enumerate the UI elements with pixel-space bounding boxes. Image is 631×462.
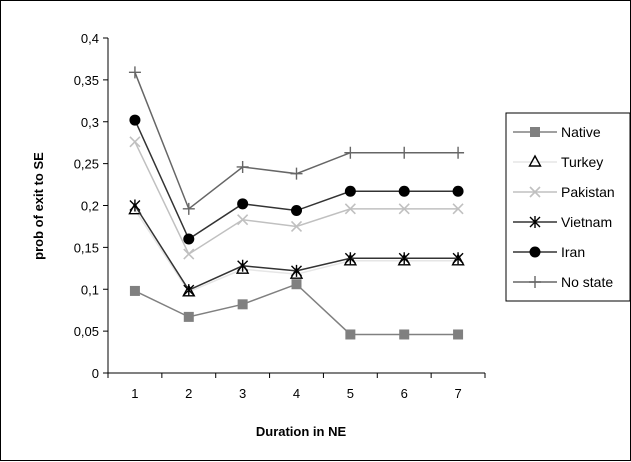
legend-box [505, 112, 631, 302]
data-point-vietnam [452, 252, 464, 265]
data-point-no-state [128, 66, 141, 79]
data-point-no-state [182, 202, 195, 215]
legend-item-turkey: Turkey [513, 154, 603, 170]
data-point-native [129, 285, 140, 296]
legend-label: No state [561, 274, 613, 290]
legend-label: Pakistan [561, 184, 615, 200]
y-axis-title: prob of exit to SE [31, 152, 46, 260]
y-tick-label: 0 [92, 366, 99, 381]
y-tick-label: 0,35 [74, 73, 99, 88]
series-native [129, 279, 464, 340]
x-tick-label: 4 [293, 386, 300, 401]
data-point-vietnam [398, 252, 410, 265]
legend-item-native: Native [513, 124, 601, 140]
data-point-vietnam [344, 252, 356, 265]
legend-marker [529, 186, 541, 198]
data-point-pakistan [129, 136, 141, 148]
data-point-pakistan [237, 214, 249, 226]
series-layer [128, 66, 465, 340]
data-point-iran [291, 205, 302, 217]
data-point-native [291, 279, 302, 290]
series-line-pakistan [134, 141, 459, 256]
legend-item-no-state: No state [513, 274, 613, 290]
data-point-no-state [344, 146, 357, 159]
y-tick-label: 0,1 [81, 282, 99, 297]
data-point-iran [452, 185, 464, 197]
legend-marker [528, 154, 542, 167]
data-point-iran [344, 185, 356, 197]
data-point-native [453, 329, 464, 340]
legend-marker [529, 246, 541, 258]
data-point-no-state [290, 167, 303, 180]
data-point-iran [237, 198, 249, 210]
legend: Native Turkey Pakistan Vietnam Iran No state [505, 112, 631, 302]
series-no-state [128, 66, 465, 215]
series-line-native [134, 283, 459, 336]
x-tick-label: 6 [401, 386, 408, 401]
x-ticks: 1 2 3 4 5 6 7 [107, 373, 486, 401]
y-ticks: 0 0,05 0,1 0,15 0,2 0,25 0,3 0,35 0,4 [74, 31, 108, 381]
data-point-pakistan [452, 203, 464, 215]
x-tick-label: 1 [131, 386, 138, 401]
data-point-pakistan [398, 203, 410, 215]
data-point-turkey [343, 253, 358, 266]
y-tick-label: 0,05 [74, 324, 99, 339]
data-point-pakistan [344, 203, 356, 215]
series-iran [129, 114, 464, 245]
legend-item-vietnam: Vietnam [513, 214, 612, 230]
y-tick-label: 0,2 [81, 199, 99, 214]
data-point-pakistan [183, 248, 195, 260]
y-tick-label: 0,25 [74, 157, 99, 172]
legend-label: Native [561, 124, 601, 140]
x-tick-label: 7 [454, 386, 461, 401]
data-point-no-state [452, 146, 465, 159]
axes: 0 0,05 0,1 0,15 0,2 0,25 0,3 0,35 0,4 1 2 3 4 5 6 7 [74, 31, 486, 401]
x-tick-label: 3 [239, 386, 246, 401]
x-axis-title: Duration in NE [256, 424, 347, 439]
legend-marker [529, 276, 541, 288]
series-line-no-state [134, 72, 459, 211]
data-point-vietnam [183, 284, 195, 297]
data-point-turkey [397, 253, 411, 266]
series-pakistan [129, 136, 464, 260]
data-point-iran [129, 114, 141, 126]
legend-label: Vietnam [561, 214, 612, 230]
y-tick-label: 0,4 [81, 31, 99, 46]
legend-label: Iran [561, 244, 585, 260]
series-line-vietnam [134, 205, 459, 292]
data-point-native [183, 311, 194, 322]
legend-marker [530, 127, 540, 137]
data-point-vietnam [129, 199, 141, 212]
x-tick-label: 5 [347, 386, 354, 401]
data-point-vietnam [237, 259, 249, 272]
data-point-native [399, 329, 410, 340]
legend-marker [529, 216, 541, 228]
x-tick-label: 2 [185, 386, 192, 401]
data-point-iran [398, 185, 410, 197]
legend-label: Turkey [561, 154, 603, 170]
data-point-no-state [236, 160, 249, 173]
y-tick-label: 0,15 [74, 240, 99, 255]
data-point-native [345, 329, 356, 340]
data-point-pakistan [290, 220, 303, 233]
data-point-no-state [398, 146, 411, 159]
data-point-iran [183, 233, 195, 245]
data-point-vietnam [291, 264, 302, 277]
data-point-native [237, 299, 248, 310]
series-vietnam [129, 199, 464, 297]
legend-item-iran: Iran [513, 244, 585, 260]
data-point-turkey [451, 253, 465, 266]
legend-item-pakistan: Pakistan [513, 184, 615, 200]
y-tick-label: 0,3 [81, 115, 99, 130]
